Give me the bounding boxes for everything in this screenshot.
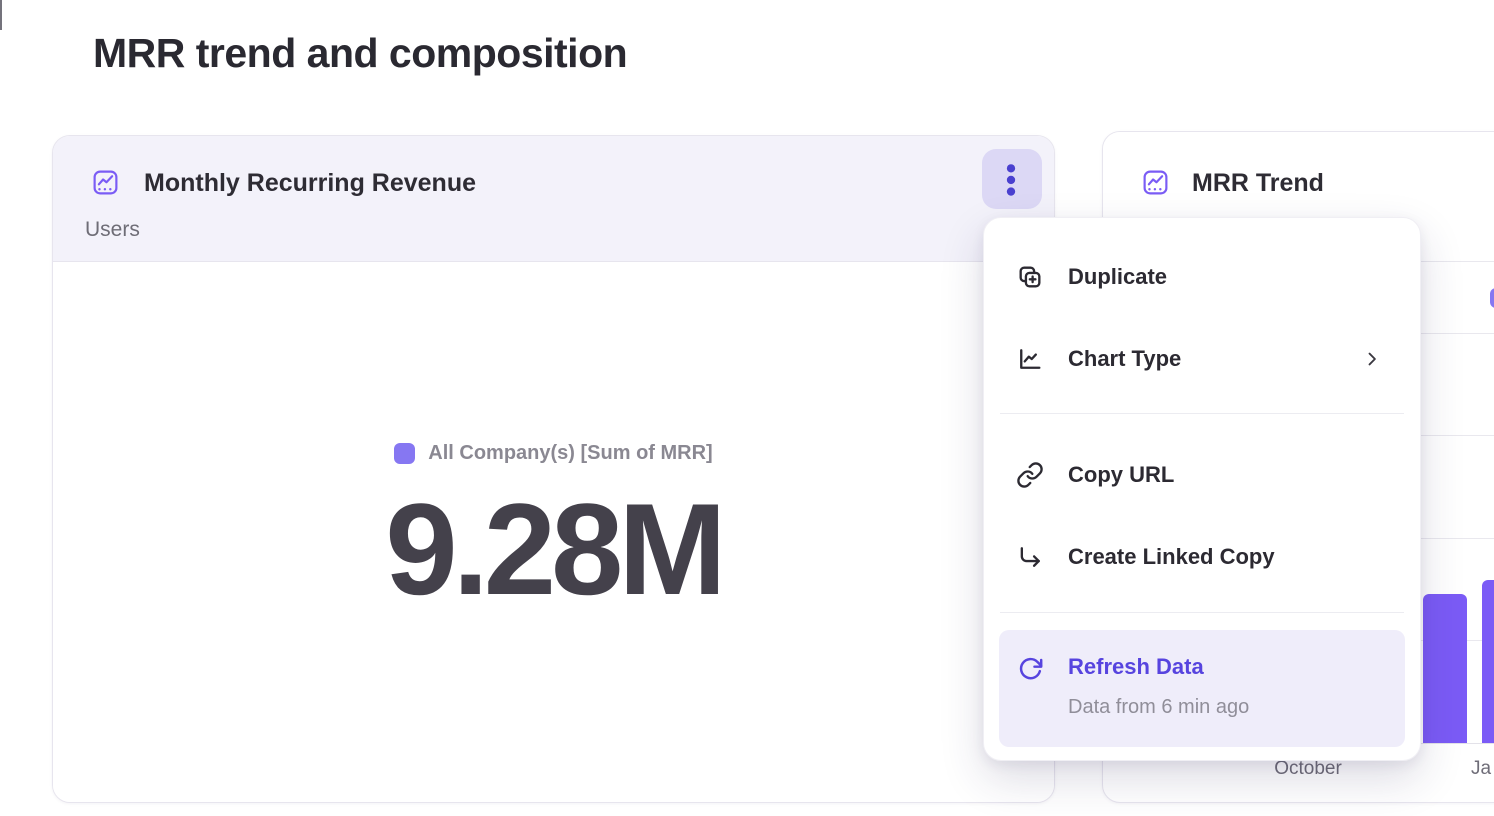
mrr-card-subtitle: Users: [85, 218, 140, 241]
menu-item-create-linked-copy[interactable]: Create Linked Copy: [984, 525, 1420, 589]
mrr-legend: All Company(s) [Sum of MRR]: [53, 442, 1054, 465]
refresh-icon: [1017, 656, 1044, 683]
duplicate-icon: [1016, 263, 1044, 291]
mrr-card-body: All Company(s) [Sum of MRR] 9.28M: [53, 262, 1054, 802]
mrr-card-header: Monthly Recurring Revenue Users: [53, 136, 1054, 262]
metric-chart-icon: [1141, 168, 1170, 197]
card-options-menu: Duplicate Chart Type Copy URL: [983, 217, 1421, 761]
legend-swatch-icon: [1490, 288, 1494, 308]
metric-chart-icon: [91, 168, 120, 197]
x-tick-label: October: [1274, 758, 1342, 779]
linked-copy-icon: [1016, 543, 1044, 571]
page-title: MRR trend and composition: [93, 30, 628, 76]
kebab-menu-icon: [982, 150, 1042, 208]
menu-item-chart-type[interactable]: Chart Type: [984, 327, 1420, 391]
menu-item-refresh-data[interactable]: Refresh Data Data from 6 min ago: [999, 630, 1405, 747]
mrr-card: Monthly Recurring Revenue Users All Comp…: [52, 135, 1055, 803]
legend-swatch-icon: [394, 443, 416, 464]
viewport-edge-mark: [0, 0, 2, 30]
link-icon: [1016, 461, 1044, 489]
menu-item-duplicate[interactable]: Duplicate: [984, 245, 1420, 309]
legend-label: All Company(s) [Sum of MRR]: [428, 442, 713, 464]
menu-item-copy-url[interactable]: Copy URL: [984, 443, 1420, 507]
mrr-card-title: Monthly Recurring Revenue: [144, 169, 476, 197]
menu-divider: [1000, 413, 1404, 414]
chevron-right-icon: [1362, 349, 1382, 369]
chart-type-icon: [1016, 345, 1044, 373]
menu-divider: [1000, 612, 1404, 613]
bar-january[interactable]: [1482, 580, 1494, 743]
card-options-button[interactable]: [982, 149, 1042, 209]
bar-october[interactable]: [1423, 594, 1467, 743]
x-tick-label: Ja: [1471, 758, 1492, 779]
trend-card-title: MRR Trend: [1192, 169, 1324, 197]
refresh-data-age: Data from 6 min ago: [1068, 696, 1250, 718]
mrr-value: 9.28M: [385, 476, 726, 622]
